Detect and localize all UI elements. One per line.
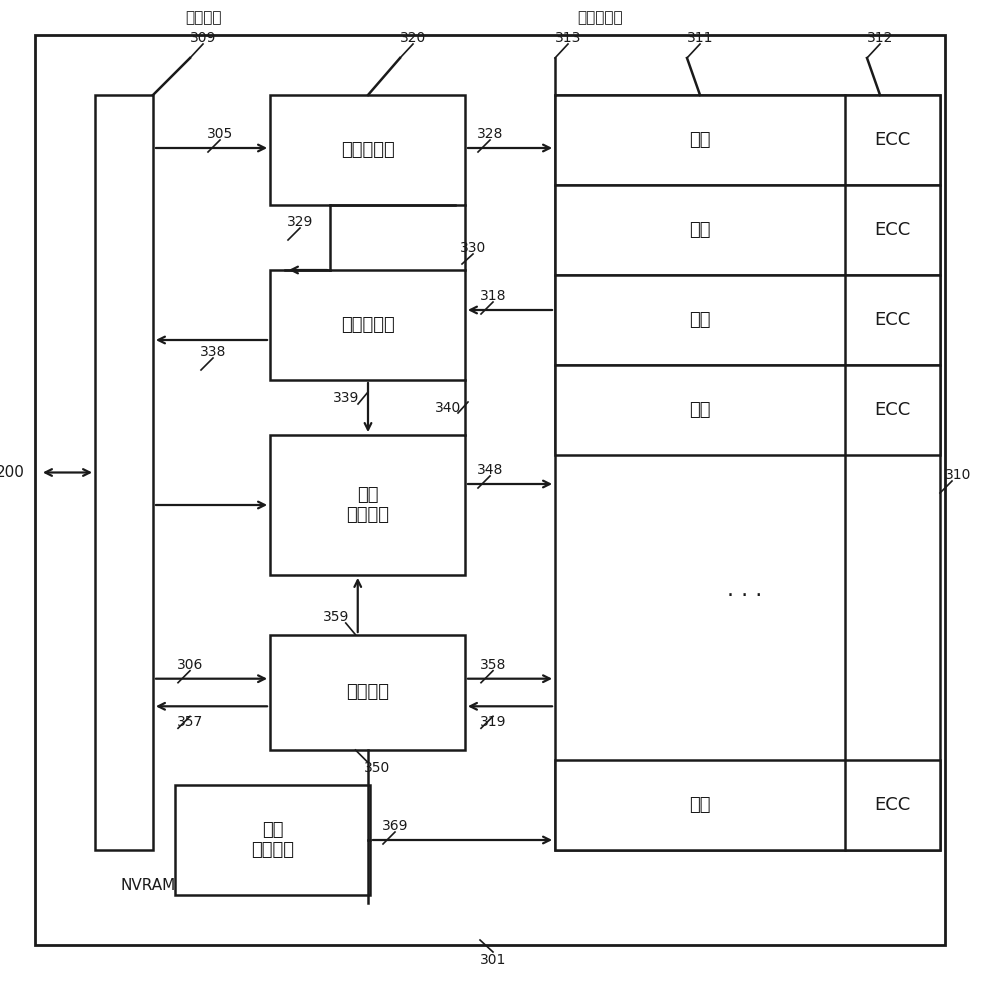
Text: 逻辑
确定单元: 逻辑 确定单元 [346, 486, 389, 524]
Text: 330: 330 [460, 241, 486, 255]
Text: 310: 310 [945, 468, 971, 482]
Bar [270, 635, 465, 750]
Text: 357: 357 [177, 715, 203, 729]
Text: ECC: ECC [875, 221, 910, 239]
Text: ECC: ECC [875, 796, 910, 814]
Text: 358: 358 [480, 658, 506, 672]
Bar [555, 95, 940, 185]
Text: 313: 313 [555, 31, 582, 45]
Text: 305: 305 [207, 127, 233, 141]
Text: 340: 340 [435, 401, 461, 415]
Text: 339: 339 [333, 391, 359, 405]
Text: 319: 319 [480, 715, 506, 729]
Text: 328: 328 [477, 127, 503, 141]
Text: 311: 311 [687, 31, 713, 45]
Text: 控制接口: 控制接口 [185, 10, 221, 25]
Bar [270, 95, 465, 205]
Text: 306: 306 [177, 658, 203, 672]
Text: 读取缓冲器: 读取缓冲器 [340, 316, 395, 334]
Bar [270, 270, 465, 380]
Text: ECC: ECC [875, 401, 910, 419]
Text: 312: 312 [867, 31, 893, 45]
Bar [555, 95, 940, 850]
Bar [555, 275, 940, 365]
Text: 359: 359 [323, 610, 349, 624]
Bar [555, 760, 940, 850]
Text: 329: 329 [286, 215, 313, 229]
Text: 348: 348 [477, 463, 503, 477]
Text: 350: 350 [364, 761, 391, 775]
Text: 309: 309 [190, 31, 216, 45]
Text: 写入缓冲器: 写入缓冲器 [340, 141, 395, 159]
Text: 控制单元: 控制单元 [346, 684, 389, 702]
Bar [555, 365, 940, 455]
Text: 阈値
设置单元: 阈値 设置单元 [251, 821, 294, 859]
Text: 318: 318 [480, 289, 506, 303]
Text: 数据: 数据 [689, 311, 710, 329]
Text: 数据: 数据 [689, 401, 710, 419]
Bar [175, 785, 370, 895]
Bar [555, 185, 940, 275]
Text: 数据: 数据 [689, 221, 710, 239]
Text: 320: 320 [400, 31, 426, 45]
Text: 200: 200 [0, 465, 25, 480]
Text: . . .: . . . [727, 580, 763, 600]
Text: 读出放大器: 读出放大器 [578, 10, 623, 25]
Text: 369: 369 [382, 819, 408, 833]
Bar [270, 435, 465, 575]
Text: 301: 301 [480, 953, 506, 967]
Text: 数据: 数据 [689, 131, 710, 149]
Text: ECC: ECC [875, 311, 910, 329]
Text: ECC: ECC [875, 131, 910, 149]
Text: 数据: 数据 [689, 796, 710, 814]
Bar [95, 95, 153, 850]
Text: 338: 338 [200, 345, 226, 359]
Text: NVRAM: NVRAM [120, 878, 175, 892]
